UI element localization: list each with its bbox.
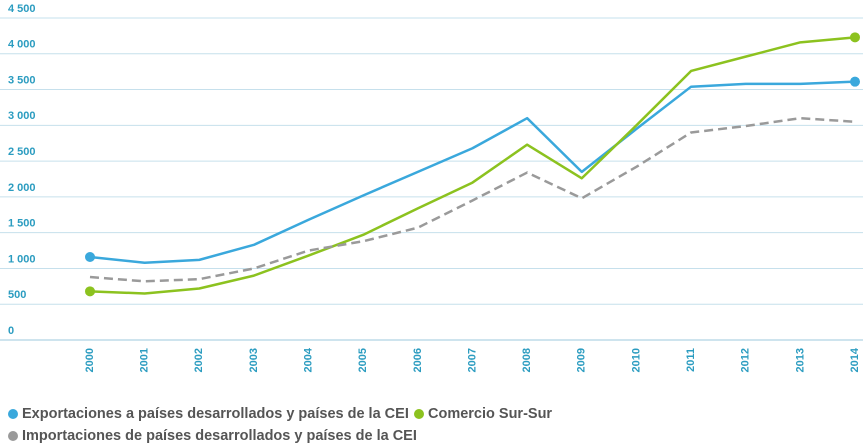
y-tick-label: 1 000 — [8, 253, 36, 265]
x-tick-label: 2006 — [412, 348, 424, 372]
legend-swatch — [8, 409, 18, 419]
y-tick-label: 3 500 — [8, 74, 36, 86]
x-tick-label: 2000 — [84, 348, 96, 372]
legend-label: Exportaciones a países desarrollados y p… — [22, 406, 409, 422]
end-marker — [850, 32, 860, 43]
x-tick-label: 2010 — [630, 348, 642, 372]
y-tick-label: 4 000 — [8, 39, 36, 51]
y-tick-label: 2 000 — [8, 182, 36, 194]
legend-swatch — [414, 409, 424, 419]
series-line — [89, 80, 856, 264]
legend-label: Comercio Sur-Sur — [428, 406, 552, 422]
x-tick-label: 2001 — [139, 348, 151, 372]
y-tick-label: 500 — [8, 289, 26, 301]
y-tick-label: 3 000 — [8, 110, 36, 122]
y-tick-label: 0 — [8, 325, 14, 337]
y-tick-label: 1 500 — [8, 218, 36, 230]
x-tick-label: 2013 — [794, 348, 806, 372]
end-marker — [850, 76, 860, 87]
x-tick-label: 2007 — [466, 348, 478, 372]
x-tick-label: 2009 — [576, 348, 588, 372]
x-tick-label: 2008 — [521, 348, 533, 372]
x-tick-label: 2004 — [302, 347, 314, 372]
legend-label: Importaciones de países desarrollados y … — [22, 428, 417, 444]
y-tick-label: 2 500 — [8, 146, 36, 158]
x-tick-label: 2014 — [849, 347, 861, 372]
x-tick-label: 2012 — [740, 348, 752, 372]
y-tick-label: 4 500 — [8, 3, 36, 15]
x-tick-label: 2005 — [357, 348, 369, 372]
end-marker — [85, 286, 95, 297]
x-tick-label: 2002 — [193, 348, 205, 372]
series-line — [89, 116, 856, 283]
series-line — [89, 36, 856, 295]
end-marker — [85, 251, 95, 262]
x-tick-label: 2003 — [248, 348, 260, 372]
x-tick-label: 2011 — [685, 348, 697, 372]
legend-swatch — [8, 431, 18, 441]
